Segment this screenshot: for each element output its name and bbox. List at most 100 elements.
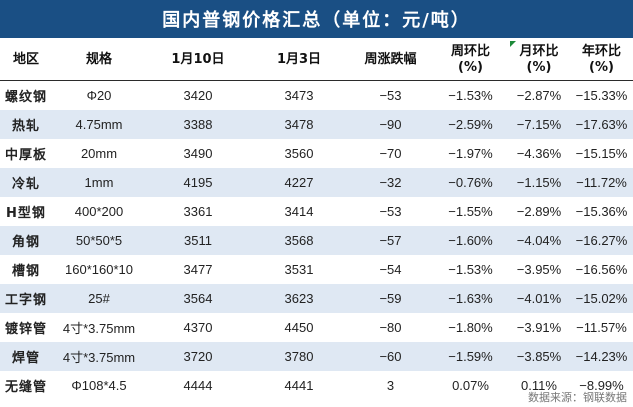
- header-spec: 规格: [52, 40, 146, 81]
- region-cell: 热轧: [0, 110, 52, 139]
- weekly-change-cell: −53: [379, 204, 402, 219]
- table-title: 国内普钢价格汇总（单位：元/吨）: [0, 0, 633, 38]
- weekly-change-cell: −60: [348, 342, 433, 371]
- table-row: H型钢 400*200 3361 3414 −53 −1.55% −2.89% −15.36%: [0, 197, 633, 226]
- spec-cell: 25#: [52, 284, 146, 313]
- price-jan10-cell: 3420: [183, 88, 213, 103]
- yoy-cell: −11.72%: [570, 168, 633, 197]
- yoy-cell: −15.02%: [570, 284, 633, 313]
- mom-cell: −3.85%: [508, 342, 570, 371]
- price-jan10-cell: 3477: [183, 262, 213, 277]
- mom-cell: 0.11%: [521, 378, 557, 393]
- price-table: 地区 规格 1月10日 1月3日 周涨跌幅 周环比 (%) 月环比 (%) 年环比(…: [0, 40, 633, 400]
- region-cell: H型钢: [6, 206, 46, 221]
- yoy-cell: −14.23%: [570, 342, 633, 371]
- yoy-cell: −11.57%: [576, 320, 627, 335]
- yoy-cell: −15.15%: [575, 146, 628, 161]
- weekly-change-cell: −53: [379, 88, 402, 103]
- price-jan3-cell: 3780: [250, 342, 348, 371]
- header-mom-line1: 月环比: [519, 44, 559, 59]
- weekly-change-cell: −59: [348, 284, 433, 313]
- price-jan10-cell: 3720: [146, 342, 250, 371]
- weekly-change-cell: −90: [348, 110, 433, 139]
- header-yoy-line1: 年环比: [581, 44, 621, 59]
- weekly-change-cell: 3: [386, 378, 395, 393]
- region-cell: 无缝管: [4, 380, 47, 395]
- mom-cell: −7.15%: [508, 110, 570, 139]
- spec-cell: Φ20: [86, 88, 112, 103]
- table-row: 冷轧 1mm 4195 4227 −32 −0.76% −1.15% −11.72%: [0, 168, 633, 197]
- header-row: 地区 规格 1月10日 1月3日 周涨跌幅 周环比 (%) 月环比 (%) 年环比(…: [0, 40, 633, 81]
- weekly-change-cell: −70: [379, 146, 402, 161]
- header-weekly-change: 周涨跌幅: [348, 40, 433, 81]
- price-jan3-cell: 3414: [284, 204, 314, 219]
- table-row: 无缝管 Φ108*4.5 4444 4441 3 0.07% 0.11% −8.99%: [0, 371, 633, 400]
- header-region: 地区: [0, 40, 52, 81]
- yoy-cell: −16.27%: [570, 226, 633, 255]
- region-cell: 螺纹钢: [4, 90, 47, 105]
- wow-cell: −1.63%: [433, 284, 508, 313]
- wow-cell: −2.59%: [433, 110, 508, 139]
- region-cell: 焊管: [0, 342, 52, 371]
- weekly-change-cell: −80: [379, 320, 402, 335]
- price-jan3-cell: 3478: [250, 110, 348, 139]
- price-jan10-cell: 4370: [183, 320, 213, 335]
- price-jan10-cell: 3564: [146, 284, 250, 313]
- wow-cell: −1.53%: [448, 262, 493, 277]
- weekly-change-cell: −32: [348, 168, 433, 197]
- header-date2: 1月3日: [250, 40, 348, 81]
- price-jan3-cell: 3560: [284, 146, 314, 161]
- region-cell: 镀锌管: [4, 322, 47, 337]
- spec-cell: 4寸*3.75mm: [52, 342, 146, 371]
- header-mom: 月环比 (%): [508, 40, 570, 81]
- table-row: 工字钢 25# 3564 3623 −59 −1.63% −4.01% −15.02%: [0, 284, 633, 313]
- table-body: 螺纹钢 Φ20 3420 3473 −53 −1.53% −2.87% −15.33% 热轧 4.…: [0, 81, 633, 401]
- price-jan3-cell: 3531: [284, 262, 314, 277]
- yoy-cell: −15.33%: [575, 88, 628, 103]
- wow-cell: −0.76%: [433, 168, 508, 197]
- yoy-cell: −8.99%: [579, 378, 624, 393]
- table-row: 角钢 50*50*5 3511 3568 −57 −1.60% −4.04% −16.27%: [0, 226, 633, 255]
- yoy-cell: −17.63%: [570, 110, 633, 139]
- price-jan3-cell: 3623: [250, 284, 348, 313]
- header-yoy: 年环比 (%): [570, 40, 633, 81]
- mom-cell: −3.91%: [516, 320, 562, 335]
- spec-cell: Φ108*4.5: [71, 378, 127, 393]
- price-jan3-cell: 3568: [250, 226, 348, 255]
- table-row: 槽钢 160*160*10 3477 3531 −54 −1.53% −3.95% −16.5…: [0, 255, 633, 284]
- header-mom-line2: (%): [526, 60, 552, 75]
- source-note: 数据来源：钢联数据: [528, 391, 627, 404]
- header-wow: 周环比 (%): [433, 40, 508, 81]
- price-jan10-cell: 4444: [183, 378, 213, 393]
- price-jan3-cell: 4227: [250, 168, 348, 197]
- table-row: 螺纹钢 Φ20 3420 3473 −53 −1.53% −2.87% −15.33%: [0, 81, 633, 111]
- table-row: 焊管 4寸*3.75mm 3720 3780 −60 −1.59% −3.85% −14.23…: [0, 342, 633, 371]
- region-cell: 角钢: [0, 226, 52, 255]
- wow-cell: −1.53%: [448, 88, 493, 103]
- price-jan10-cell: 4195: [146, 168, 250, 197]
- weekly-change-cell: −57: [348, 226, 433, 255]
- mom-cell: −3.95%: [516, 262, 562, 277]
- mom-cell: −4.01%: [508, 284, 570, 313]
- header-wow-line1: 周环比: [450, 44, 490, 59]
- header-wow-line2: (%): [458, 60, 483, 75]
- wow-cell: −1.80%: [448, 320, 493, 335]
- spec-cell: 50*50*5: [52, 226, 146, 255]
- wow-cell: −1.59%: [433, 342, 508, 371]
- spec-cell: 400*200: [74, 204, 124, 219]
- yoy-cell: −15.36%: [575, 204, 628, 219]
- wow-cell: −1.55%: [448, 204, 493, 219]
- wow-cell: −1.97%: [448, 146, 493, 161]
- price-jan10-cell: 3511: [146, 226, 250, 255]
- spec-cell: 1mm: [52, 168, 146, 197]
- mom-cell: −2.87%: [516, 88, 562, 103]
- header-date1: 1月10日: [146, 40, 250, 81]
- table-row: 热轧 4.75mm 3388 3478 −90 −2.59% −7.15% −17.63%: [0, 110, 633, 139]
- wow-cell: 0.07%: [452, 378, 489, 393]
- table-row: 镀锌管 4寸*3.75mm 4370 4450 −80 −1.80% −3.91% −11.5…: [0, 313, 633, 342]
- table-row: 中厚板 20mm 3490 3560 −70 −1.97% −4.36% −15.15%: [0, 139, 633, 168]
- spec-cell: 20mm: [80, 146, 118, 161]
- region-cell: 槽钢: [11, 264, 40, 279]
- mom-cell: −4.36%: [516, 146, 562, 161]
- spec-cell: 160*160*10: [65, 262, 133, 277]
